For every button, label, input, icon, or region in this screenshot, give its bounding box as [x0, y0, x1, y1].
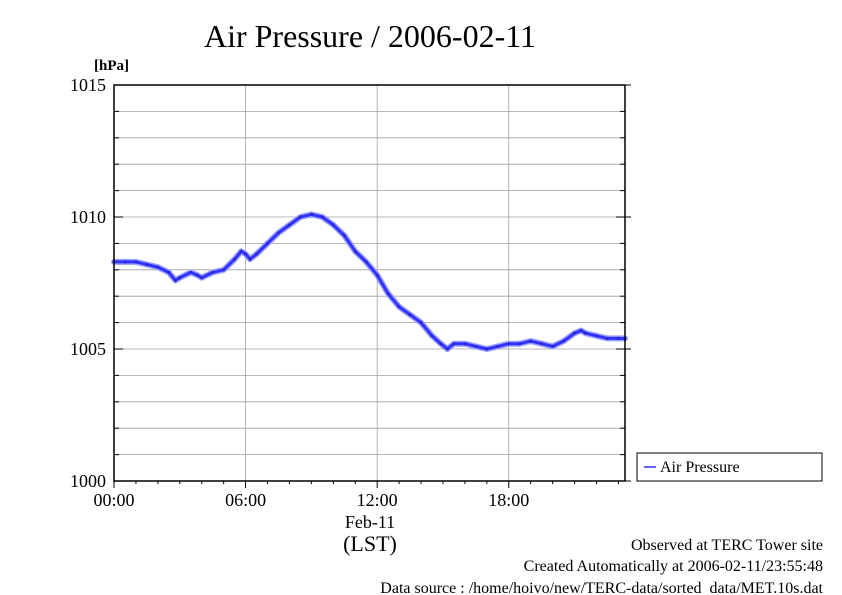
y-axis-label: [hPa]: [94, 58, 129, 74]
x-date-label: Feb-11: [345, 512, 395, 532]
legend-box: [636, 452, 823, 482]
data-point: [452, 342, 456, 346]
axis-ticks: [113, 84, 631, 488]
series-group: [111, 211, 628, 352]
data-point: [496, 344, 500, 348]
data-point: [551, 344, 555, 348]
data-point: [233, 257, 237, 261]
data-point: [439, 342, 443, 346]
footer-source: Data source : /home/hoivo/new/TERC-data/…: [380, 580, 823, 595]
data-point: [156, 265, 160, 269]
series-band: [111, 211, 628, 352]
y-tick-labels: 1000 1005 1010 1015: [70, 75, 106, 491]
data-point: [605, 336, 610, 341]
data-point: [248, 257, 252, 261]
data-point: [195, 273, 199, 277]
data-point: [353, 249, 357, 253]
data-point: [572, 331, 577, 335]
data-point: [419, 321, 423, 325]
legend-label: Air Pressure: [660, 459, 740, 476]
data-point: [309, 212, 313, 216]
data-point: [265, 241, 270, 245]
data-point: [239, 249, 243, 253]
data-point: [178, 276, 182, 280]
data-point: [364, 260, 368, 264]
data-point: [331, 223, 335, 227]
data-point: [167, 270, 171, 275]
data-point: [463, 342, 467, 346]
data-point: [540, 342, 544, 346]
x-tick-label: 00:00: [93, 490, 134, 510]
data-point: [173, 278, 178, 282]
y-tick-label: 1000: [70, 471, 106, 491]
footer-site: Observed at TERC Tower site: [631, 537, 823, 554]
data-point: [222, 268, 226, 272]
legend: Air Pressure: [636, 452, 823, 482]
data-point: [474, 344, 478, 348]
data-point: [430, 334, 434, 338]
data-point: [145, 262, 149, 267]
data-point: [485, 347, 489, 351]
data-point: [445, 347, 449, 351]
data-point: [298, 215, 303, 219]
data-point: [594, 334, 599, 338]
grid-lines: [114, 85, 625, 481]
plot-frame: [113, 84, 626, 482]
data-point: [518, 342, 522, 346]
series-line: [112, 212, 627, 351]
data-point: [243, 252, 248, 256]
data-point: [123, 260, 127, 264]
data-point: [375, 273, 379, 277]
data-point: [200, 276, 204, 280]
data-point: [342, 233, 346, 238]
data-point: [134, 260, 138, 264]
data-point: [287, 223, 292, 227]
data-point: [408, 313, 412, 317]
data-point: [320, 215, 324, 219]
data-point: [276, 231, 281, 235]
y-tick-label: 1005: [70, 339, 106, 359]
data-point: [583, 331, 588, 335]
footer-created: Created Automatically at 2006-02-11/23:5…: [524, 558, 823, 575]
data-point: [529, 339, 533, 343]
x-tick-label: 12:00: [357, 490, 398, 510]
y-tick-label: 1010: [70, 207, 106, 227]
x-tick-label: 18:00: [488, 490, 529, 510]
data-point: [254, 252, 259, 256]
x-tick-labels: 00:00 06:00 12:00 18:00: [93, 490, 529, 510]
data-point: [561, 339, 566, 343]
chart-title: Air Pressure / 2006-02-11: [204, 18, 536, 54]
data-point: [189, 270, 193, 275]
data-point: [507, 342, 511, 346]
data-point: [211, 270, 215, 275]
data-point: [616, 336, 621, 341]
data-point: [579, 328, 583, 333]
x-tick-label: 06:00: [225, 490, 266, 510]
y-tick-label: 1015: [70, 75, 106, 95]
data-point: [397, 305, 401, 309]
x-unit-label: (LST): [343, 531, 397, 556]
data-point: [386, 291, 390, 296]
